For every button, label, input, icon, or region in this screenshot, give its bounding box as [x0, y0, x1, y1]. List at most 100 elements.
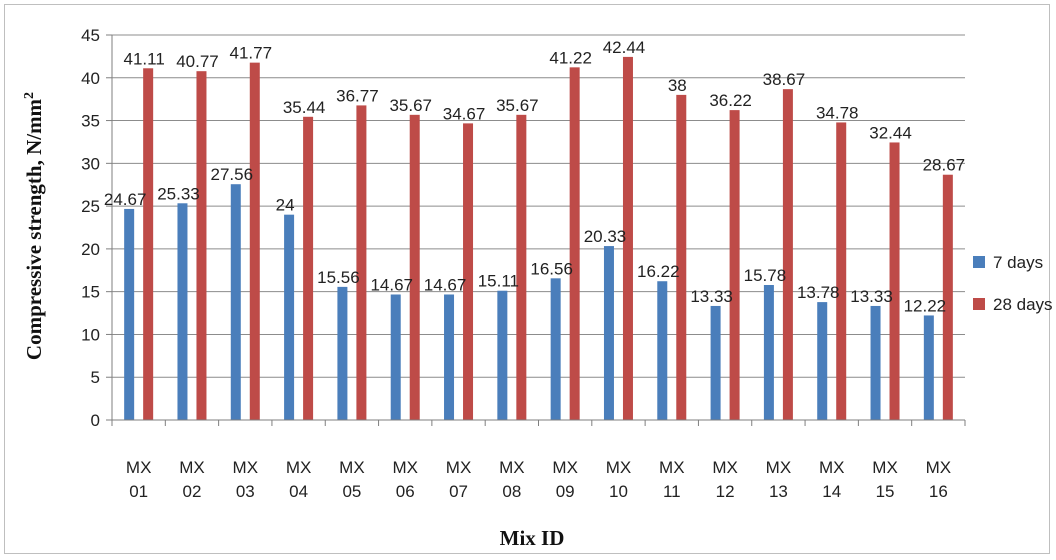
y-axis-title: Compressive strength, N/mm2 — [22, 92, 46, 360]
x-tick-label: MX 06 — [392, 458, 418, 501]
x-tick-label-line: 08 — [502, 482, 521, 501]
data-label: 15.78 — [744, 266, 787, 285]
bar-7-days — [763, 284, 774, 420]
bar-28-days — [889, 142, 900, 421]
x-tick-label: MX 05 — [339, 458, 365, 501]
x-tick-label: MX 11 — [659, 458, 685, 501]
data-label: 28.67 — [923, 156, 966, 175]
data-labels: 24.67 25.33 27.56 24 15.56 14.67 14.67 15.11 16.… — [104, 38, 965, 316]
legend-swatch — [973, 298, 985, 310]
data-label: 14.67 — [424, 275, 467, 294]
data-label: 13.33 — [850, 287, 893, 306]
bar-28-days — [356, 105, 367, 420]
data-label: 41.77 — [230, 44, 273, 63]
x-tick-label-line: MX — [392, 458, 418, 477]
x-tick-label-line: MX — [126, 458, 152, 477]
bar-7-days — [870, 305, 881, 420]
data-label: 16.56 — [530, 259, 573, 278]
y-tick-label: 45 — [81, 26, 100, 45]
x-tick-label: MX 12 — [712, 458, 738, 501]
x-tick-label-line: 09 — [556, 482, 575, 501]
data-label: 15.56 — [317, 268, 360, 287]
bar-7-days — [337, 286, 348, 420]
x-tick-label: MX 04 — [286, 458, 312, 501]
bar-7-days — [177, 203, 188, 420]
data-label: 27.56 — [211, 165, 254, 184]
data-label: 34.78 — [816, 103, 859, 122]
x-tick-label: MX 13 — [766, 458, 792, 501]
x-tick-label-line: 13 — [769, 482, 788, 501]
data-label: 36.77 — [336, 86, 379, 105]
y-tick-label: 10 — [81, 325, 100, 344]
x-tick-label-line: 11 — [663, 482, 681, 501]
data-label: 16.22 — [637, 262, 680, 281]
data-label: 40.77 — [176, 52, 219, 71]
y-tick-label: 40 — [81, 69, 100, 88]
bar-7-days — [390, 294, 401, 420]
x-tick-label: MX 07 — [446, 458, 472, 501]
x-tick-label-line: MX — [926, 458, 952, 477]
bar-7-days — [550, 278, 561, 420]
x-tick-label: MX 16 — [926, 458, 952, 501]
bar-28-days — [622, 56, 633, 420]
x-tick-label: MX 01 — [126, 458, 152, 501]
data-label: 35.67 — [389, 96, 432, 115]
x-tick-label-line: 02 — [183, 482, 202, 501]
bar-7-days — [817, 302, 828, 420]
legend-swatch — [973, 256, 985, 268]
x-tick-label: MX 02 — [179, 458, 205, 501]
bar-28-days — [249, 62, 260, 420]
y-tick-label: 15 — [81, 283, 100, 302]
data-label: 15.11 — [478, 272, 519, 291]
y-tick-label: 0 — [91, 411, 100, 430]
bar-28-days — [942, 174, 953, 420]
data-label: 13.78 — [797, 283, 840, 302]
data-label: 35.67 — [496, 96, 539, 115]
x-tick-label: MX 03 — [233, 458, 259, 501]
bar-7-days — [657, 281, 668, 420]
x-tick-label-line: 01 — [129, 482, 148, 501]
data-label: 36.22 — [709, 91, 752, 110]
x-tick-label-line: 03 — [236, 482, 255, 501]
y-axis-title-superscript: 2 — [22, 92, 37, 99]
data-label: 13.33 — [690, 287, 733, 306]
data-label: 34.67 — [443, 104, 486, 123]
x-tick-label: MX 09 — [552, 458, 578, 501]
x-tick-label-line: MX — [659, 458, 685, 477]
x-tick-label-line: MX — [286, 458, 312, 477]
bar-7-days — [284, 214, 295, 420]
bar-28-days — [836, 122, 847, 420]
data-label: 41.22 — [549, 48, 592, 67]
bar-7-days — [497, 290, 508, 420]
x-tick-label-line: 07 — [449, 482, 468, 501]
x-tick-label-line: 12 — [716, 482, 735, 501]
bar-7-days — [923, 315, 934, 420]
legend-label: 7 days — [993, 253, 1043, 272]
bar-28-days — [303, 116, 314, 421]
x-tick-label-line: MX — [552, 458, 578, 477]
data-label: 24 — [276, 196, 295, 215]
bar-7-days — [124, 208, 135, 420]
y-tick-label: 30 — [81, 154, 100, 173]
bar-28-days — [409, 114, 420, 420]
x-tick-label-line: MX — [499, 458, 525, 477]
x-axis-title: Mix ID — [500, 526, 565, 550]
x-tick-label-line: MX — [872, 458, 898, 477]
x-tick-label-line: 04 — [289, 482, 308, 501]
y-tick-label: 5 — [91, 368, 100, 387]
data-label: 12.22 — [904, 296, 947, 315]
x-tick-label-line: MX — [233, 458, 259, 477]
y-tick-label: 20 — [81, 240, 100, 259]
x-tick-label-line: 06 — [396, 482, 415, 501]
bar-28-days — [463, 123, 474, 420]
x-tick-label-line: 14 — [822, 482, 841, 501]
x-tick-label-line: MX — [606, 458, 632, 477]
bar-28-days — [143, 68, 154, 420]
legend-label: 28 days — [993, 295, 1053, 314]
bar-28-days — [782, 89, 793, 420]
bar-7-days — [603, 246, 614, 420]
bar-28-days — [196, 71, 207, 420]
data-label: 20.33 — [584, 227, 627, 246]
